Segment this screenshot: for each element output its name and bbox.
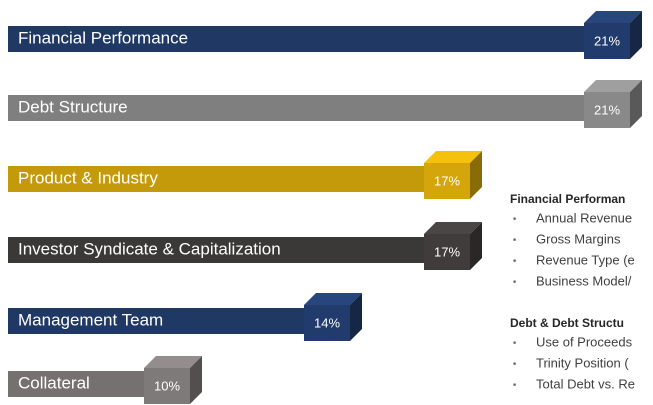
cube-top bbox=[424, 222, 482, 234]
bullet: ▪ bbox=[513, 379, 516, 389]
value-label: 21% bbox=[594, 102, 620, 117]
cube-top bbox=[584, 11, 642, 23]
cube-front bbox=[584, 92, 630, 128]
cube-side bbox=[630, 80, 642, 128]
bar bbox=[8, 308, 350, 334]
bullet: ▪ bbox=[513, 276, 516, 286]
bar bbox=[8, 166, 470, 192]
cube-top bbox=[304, 293, 362, 305]
cube-side bbox=[470, 151, 482, 199]
bar bbox=[8, 237, 470, 263]
note-item: Revenue Type (e bbox=[536, 252, 635, 267]
cube-top bbox=[144, 356, 202, 368]
value-label: 17% bbox=[434, 244, 460, 259]
note-item: Trinity Position ( bbox=[536, 355, 629, 370]
bullet: ▪ bbox=[513, 358, 516, 368]
bullet: ▪ bbox=[513, 234, 516, 244]
cube-front bbox=[424, 234, 470, 270]
bullet: ▪ bbox=[513, 213, 516, 223]
bullet: ▪ bbox=[513, 337, 516, 347]
cube-side bbox=[630, 11, 642, 59]
cube-front bbox=[304, 305, 350, 341]
value-label: 21% bbox=[594, 33, 620, 48]
bar-label: Investor Syndicate & Capitalization bbox=[18, 239, 281, 258]
cube-front bbox=[144, 368, 190, 404]
cube-side bbox=[350, 293, 362, 341]
note-item: Gross Margins bbox=[536, 231, 621, 246]
value-label: 14% bbox=[314, 315, 340, 330]
bullet: ▪ bbox=[513, 255, 516, 265]
note-item: Use of Proceeds bbox=[536, 334, 633, 349]
note-item: Annual Revenue bbox=[536, 210, 632, 225]
cube-front bbox=[584, 23, 630, 59]
bar-label: Debt Structure bbox=[18, 97, 128, 116]
note-heading: Financial Performan bbox=[510, 192, 625, 206]
cube-side bbox=[470, 222, 482, 270]
bar-label: Financial Performance bbox=[18, 28, 188, 47]
cube-top bbox=[424, 151, 482, 163]
value-label: 17% bbox=[434, 173, 460, 188]
value-label: 10% bbox=[154, 378, 180, 393]
bar-label: Product & Industry bbox=[18, 168, 158, 187]
bar-label: Collateral bbox=[18, 373, 90, 392]
note-item: Total Debt vs. Re bbox=[536, 376, 635, 391]
bar bbox=[8, 95, 630, 121]
cube-top bbox=[584, 80, 642, 92]
cube-front bbox=[424, 163, 470, 199]
bar bbox=[8, 26, 630, 52]
bar-label: Management Team bbox=[18, 310, 163, 329]
cube-side bbox=[190, 356, 202, 404]
note-item: Business Model/ bbox=[536, 273, 632, 288]
note-heading: Debt & Debt Structu bbox=[510, 316, 624, 330]
